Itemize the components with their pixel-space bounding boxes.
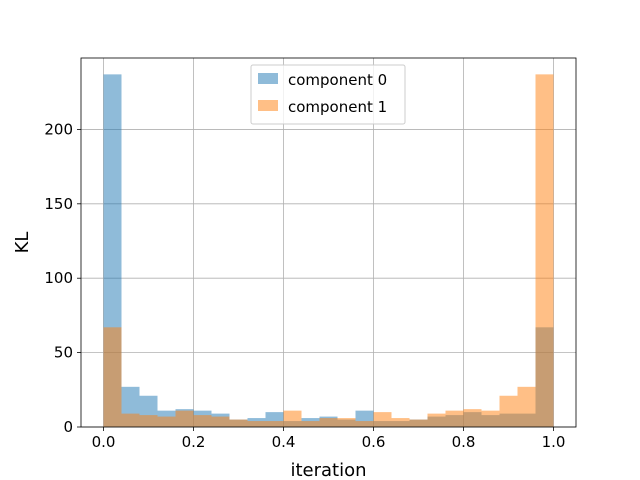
bar-series-1-bin-14 [355,421,374,427]
bar-series-1-bin-6 [211,416,230,427]
bar-series-1-bin-7 [229,419,248,427]
x-tick-label-4: 0.8 [452,433,476,451]
bar-series-1-bin-5 [193,415,212,427]
bar-series-1-bin-1 [121,413,140,427]
bar-series-1-bin-23 [517,386,536,427]
y-axis-label: KL [12,232,33,254]
bar-series-1-bin-24 [535,74,554,427]
bar-series-1-bin-9 [265,421,284,427]
x-tick-label-0: 0.0 [92,433,116,451]
bar-series-1-bin-3 [157,416,176,427]
bar-series-1-bin-18 [427,413,446,427]
bar-series-1-bin-16 [391,418,410,427]
y-tick-label-1: 50 [54,344,73,362]
legend-label-component-1: component 1 [288,98,387,116]
y-tick-label-2: 100 [44,269,73,287]
x-tick-label-3: 0.6 [362,433,386,451]
bar-series-1-bin-22 [499,395,518,427]
legend-swatch-component-1 [258,100,278,111]
x-tick-label-1: 0.2 [182,433,206,451]
x-tick-label-2: 0.4 [272,433,296,451]
y-axis-ticks: 0 50 100 150 200 [44,120,81,436]
bar-series-1-bin-2 [139,415,158,427]
bar-series-1-bin-19 [445,410,464,427]
x-tick-label-5: 1.0 [542,433,566,451]
bar-series-1-bin-13 [337,418,356,427]
bar-series-1-bin-4 [175,410,194,427]
bar-series-1-bin-11 [301,421,320,427]
bars-group [103,74,554,427]
plot-frame [80,57,577,428]
x-axis-label: iteration [290,460,366,480]
bar-series-1-bin-10 [283,410,302,427]
bar-series-1-bin-21 [481,410,500,427]
x-axis-ticks: 0.0 0.2 0.4 0.6 0.8 1.0 [92,427,566,451]
y-tick-label-0: 0 [63,418,73,436]
bar-series-1-bin-8 [247,421,266,427]
bar-series-1-bin-12 [319,418,338,427]
bar-series-1-bin-17 [409,419,428,427]
y-tick-label-4: 200 [44,120,73,138]
legend: component 0 component 1 [250,64,406,125]
bar-series-1-bin-15 [373,412,392,427]
legend-label-component-0: component 0 [288,71,387,89]
legend-box [250,64,406,125]
bar-series-1-bin-0 [103,327,122,427]
bar-series-1-bin-20 [463,409,482,427]
legend-swatch-component-0 [258,73,278,84]
y-tick-label-3: 150 [44,195,73,213]
